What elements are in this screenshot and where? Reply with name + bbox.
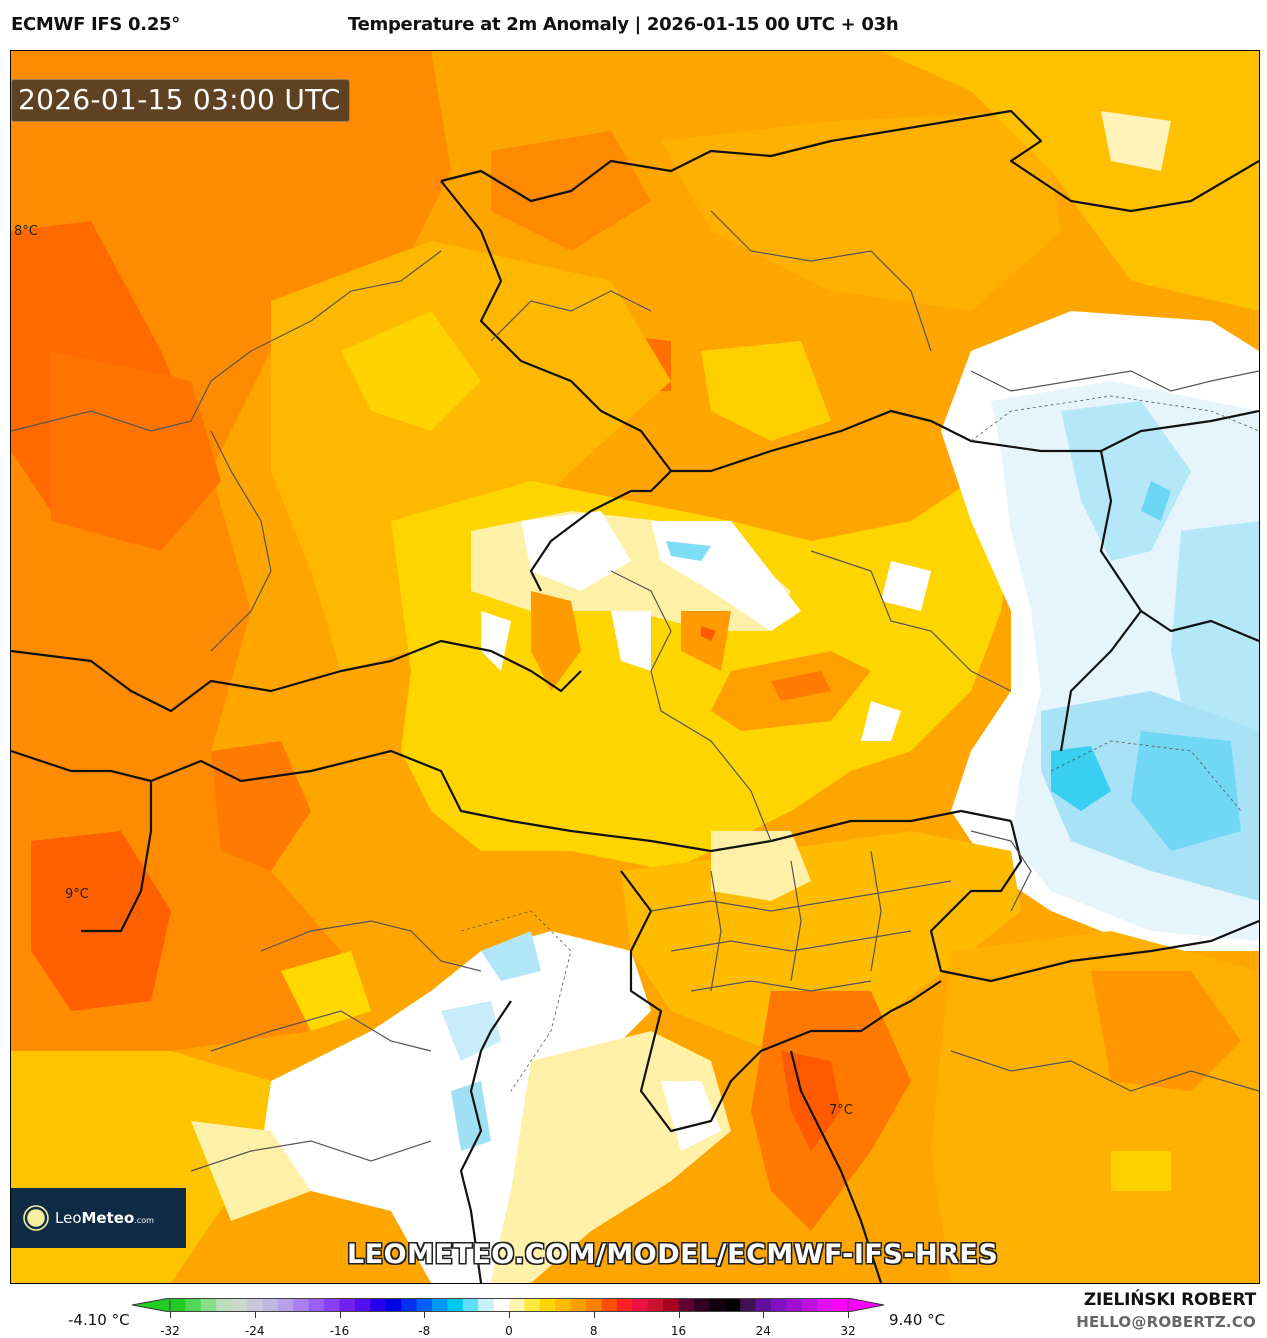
tick-mark bbox=[763, 1312, 765, 1318]
tick-label: 32 bbox=[840, 1324, 856, 1338]
tick-label: -32 bbox=[160, 1324, 180, 1338]
tick-label: -8 bbox=[418, 1324, 431, 1338]
tick-mark bbox=[170, 1312, 171, 1318]
tick-label: 8 bbox=[589, 1324, 598, 1338]
author-name: ZIELIŃSKI ROBERT bbox=[1083, 1290, 1256, 1310]
tick-label: 24 bbox=[755, 1324, 771, 1338]
tick-label: 16 bbox=[670, 1324, 687, 1338]
tick-mark bbox=[339, 1312, 341, 1318]
sun-icon bbox=[27, 1209, 45, 1227]
tick-mark bbox=[593, 1312, 595, 1318]
temperature-label: 7°C bbox=[829, 1103, 853, 1118]
temperature-anomaly-map[interactable]: 2026-01-15 03:00 UTC 8°C 9°C 7°C LeoMete… bbox=[10, 50, 1260, 1284]
tick-label: -16 bbox=[329, 1324, 350, 1338]
leometeo-logo[interactable]: LeoMeteo.com bbox=[11, 1188, 186, 1248]
tick-mark bbox=[848, 1312, 849, 1318]
valid-time-badge: 2026-01-15 03:00 UTC bbox=[11, 79, 350, 122]
colorbar-max-label: 9.40 °C bbox=[889, 1311, 946, 1329]
colorbar-min-label: -4.10 °C bbox=[68, 1311, 130, 1329]
tick-mark bbox=[678, 1312, 680, 1318]
source-url-watermark: LEOMETEO.COM/MODEL/ECMWF-IFS-HRES bbox=[347, 1239, 999, 1270]
chart-title: Temperature at 2m Anomaly | 2026-01-15 0… bbox=[348, 14, 899, 35]
temperature-label: 8°C bbox=[14, 224, 38, 239]
author-email[interactable]: HELLO@ROBERTZ.CO bbox=[1076, 1313, 1256, 1331]
tick-label: -24 bbox=[244, 1324, 265, 1338]
tick-mark bbox=[424, 1312, 426, 1318]
logo-text: LeoMeteo.com bbox=[55, 1209, 154, 1227]
tick-label: 0 bbox=[505, 1324, 513, 1338]
map-contours bbox=[11, 51, 1259, 1283]
model-name: ECMWF IFS 0.25° bbox=[11, 14, 180, 35]
tick-mark bbox=[254, 1312, 256, 1318]
temperature-label: 9°C bbox=[65, 887, 89, 902]
colorbar bbox=[132, 1298, 884, 1312]
tick-mark bbox=[509, 1312, 510, 1318]
